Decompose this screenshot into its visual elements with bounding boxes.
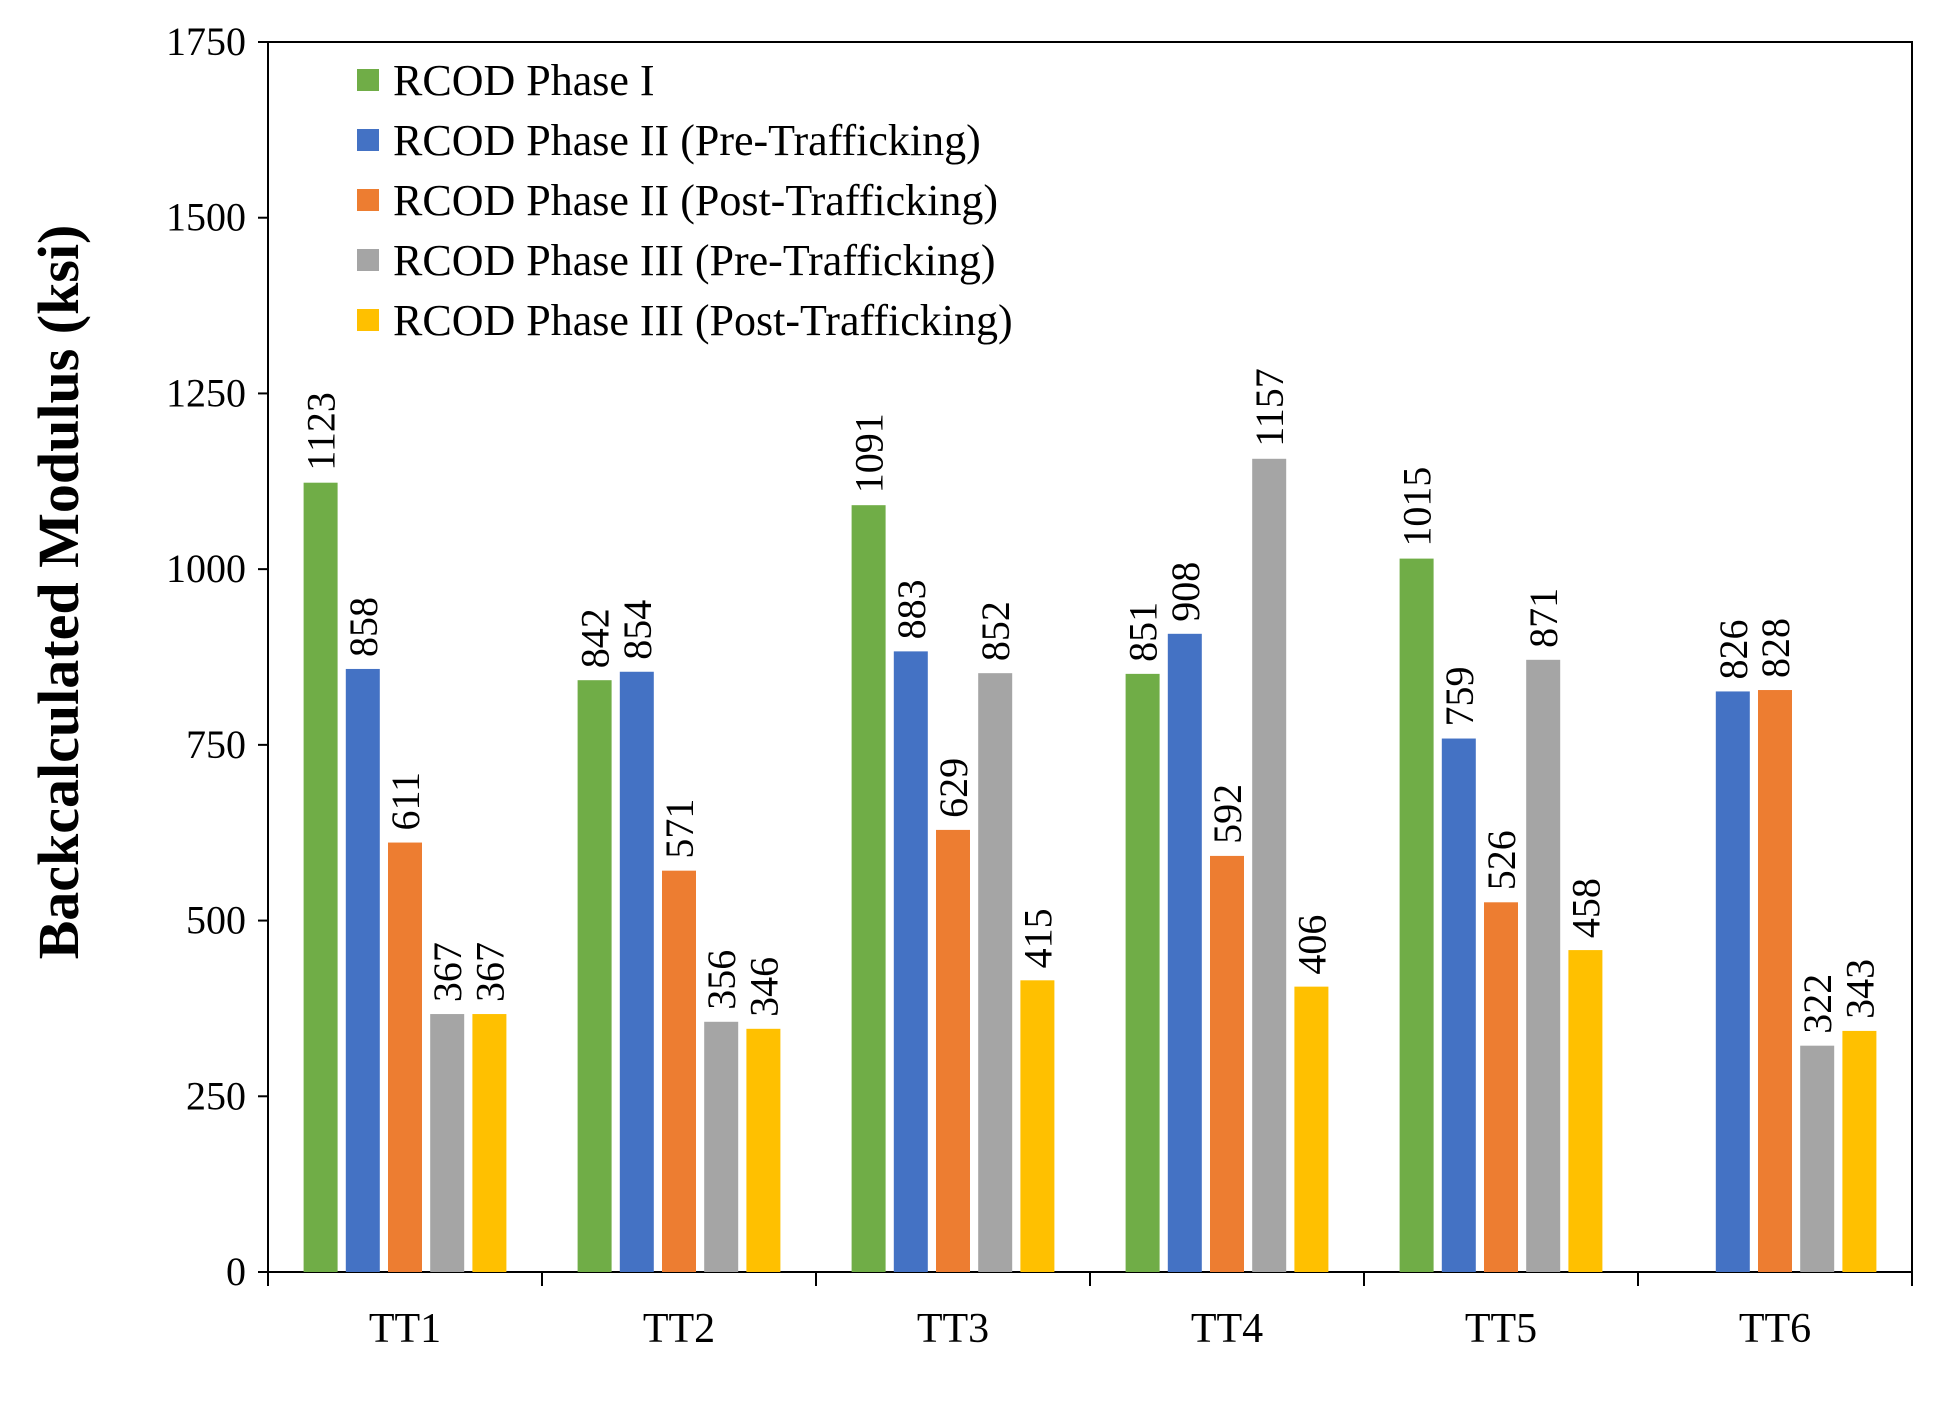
bar: [893, 651, 928, 1272]
legend-swatch: [357, 309, 379, 331]
bar: [1167, 633, 1202, 1272]
bar-data-label: 854: [615, 600, 660, 660]
bar-data-label: 1015: [1395, 467, 1440, 547]
legend-entry-label: RCOD Phase III (Pre-Trafficking): [393, 236, 995, 285]
legend-entry-label: RCOD Phase II (Post-Trafficking): [393, 176, 998, 225]
bar-data-label: 908: [1163, 562, 1208, 622]
y-tick-label: 1500: [166, 195, 246, 240]
legend-swatch: [357, 129, 379, 151]
plot-area: 0 250 500 750 1000 1250 1500 1750 TT1 1123 858 611 3…: [166, 19, 1913, 1352]
x-category-label: TT1: [369, 1306, 441, 1352]
bar: [1568, 950, 1603, 1272]
bar: [1252, 458, 1287, 1272]
legend-swatch: [357, 249, 379, 271]
bar: [1842, 1030, 1877, 1272]
bar-data-label: 629: [931, 758, 976, 818]
bar-data-label: 322: [1795, 974, 1840, 1034]
y-tick-label: 0: [226, 1249, 246, 1294]
legend-swatch: [357, 69, 379, 91]
bar-data-label: 842: [573, 608, 618, 668]
bar: [388, 842, 422, 1272]
bar-data-label: 759: [1437, 667, 1482, 727]
bar: [430, 1014, 465, 1272]
y-tick-label: 750: [186, 722, 246, 767]
bar-data-label: 1123: [299, 392, 344, 471]
bar-data-label: 826: [1711, 619, 1756, 679]
bar-data-label: 526: [1479, 830, 1524, 890]
legend: RCOD Phase I RCOD Phase II (Pre-Trafficki…: [357, 56, 1013, 345]
bar-data-label: 858: [341, 597, 386, 657]
y-tick-label: 500: [186, 898, 246, 943]
bar: [1020, 980, 1055, 1272]
x-category-label: TT4: [1191, 1306, 1263, 1352]
y-tick-label: 250: [186, 1073, 246, 1118]
bar: [704, 1021, 739, 1272]
bar-data-label: 367: [467, 942, 512, 1002]
bar: [303, 482, 338, 1273]
bar-data-label: 828: [1753, 618, 1798, 678]
bar: [1399, 558, 1434, 1272]
bar-data-label: 343: [1837, 959, 1882, 1019]
bar: [1210, 855, 1244, 1272]
bar-data-label: 415: [1015, 908, 1060, 968]
bar-data-label: 852: [973, 601, 1018, 661]
bar-data-label: 1091: [847, 413, 892, 493]
bar: [1758, 690, 1792, 1272]
bar-data-label: 346: [741, 957, 786, 1017]
bar: [345, 668, 380, 1272]
bar-data-label: 406: [1289, 915, 1334, 975]
bar-data-label: 851: [1121, 602, 1166, 662]
x-category-label: TT3: [917, 1306, 989, 1352]
legend-entry-label: RCOD Phase III (Post-Trafficking): [393, 296, 1013, 345]
bar-data-label: 592: [1205, 784, 1250, 844]
bar: [936, 829, 970, 1272]
bar: [1526, 659, 1561, 1272]
x-category-label: TT6: [1739, 1306, 1811, 1352]
y-tick-label: 1750: [166, 19, 246, 64]
x-category-label: TT2: [643, 1306, 715, 1352]
bar: [1800, 1045, 1835, 1272]
bar-data-label: 356: [699, 950, 744, 1010]
bar: [851, 505, 886, 1272]
legend-entry-label: RCOD Phase I: [393, 56, 655, 105]
bar-data-label: 611: [383, 772, 428, 831]
bar: [577, 680, 612, 1272]
bar: [619, 671, 654, 1272]
bar-data-label: 871: [1521, 588, 1566, 648]
y-axis-title: Backcalculated Modulus (ksi): [26, 225, 91, 960]
bar: [746, 1028, 781, 1272]
bar-data-label: 367: [425, 942, 470, 1002]
bar: [978, 673, 1013, 1272]
legend-entry-label: RCOD Phase II (Pre-Trafficking): [393, 116, 981, 165]
y-tick-label: 1250: [166, 370, 246, 415]
bar: [662, 870, 696, 1272]
bar-data-label: 1157: [1247, 368, 1292, 447]
bar: [1484, 902, 1518, 1272]
bar: [1715, 691, 1750, 1272]
y-tick-label: 1000: [166, 546, 246, 591]
bar-data-label: 883: [889, 579, 934, 639]
bar-data-label: 571: [657, 799, 702, 859]
x-category-label: TT5: [1465, 1306, 1537, 1352]
y-axis-title-group: Backcalculated Modulus (ksi): [26, 225, 91, 960]
bar: [472, 1014, 507, 1272]
bar-data-label: 458: [1563, 878, 1608, 938]
bar: [1125, 673, 1160, 1272]
bar: [1294, 986, 1329, 1272]
bar: [1441, 738, 1476, 1272]
legend-swatch: [357, 189, 379, 211]
